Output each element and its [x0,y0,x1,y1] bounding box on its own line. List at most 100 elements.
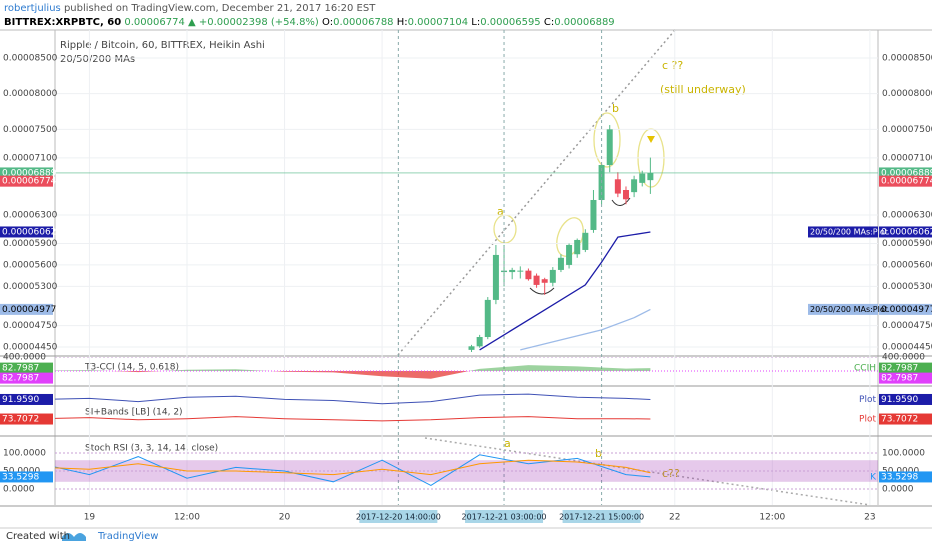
arc [529,287,555,295]
y-tick-label: 0.00008500 [882,53,932,63]
price-tag-label: 82.7987 [881,374,918,384]
chart-subtitle: 20/50/200 MAs [60,54,135,65]
pane [55,57,878,353]
annotation: a [497,205,504,218]
y-tick-label: 0.00006300 [3,210,58,220]
published: published on TradingView.com, December 2… [63,3,376,14]
y-tick-label: 0.00007100 [3,153,58,163]
ohlc-value: 0.00006889 [554,17,615,28]
candle-body [606,129,613,166]
x-tick-label: 23 [864,513,875,523]
moving-average [520,308,651,351]
pane-title: T3-CCI (14, 5, 0.618) [84,363,179,373]
arc [611,197,631,206]
author[interactable]: robertjulius [4,3,61,14]
y-tick-label: 0.00008000 [882,89,932,99]
band [55,460,878,482]
ohlc-key: C: [543,17,555,28]
y-tick-label: 0.00005600 [3,260,58,270]
series-line [55,416,651,422]
trend-line [397,29,676,356]
candle-body [614,179,621,194]
x-tick-label: 12:00 [174,513,200,523]
price-tag-label: 0.00006062 [2,227,56,237]
overlay-label-box [808,226,878,238]
price-tag-label: 0.00006774 [881,177,932,187]
brand-logo [62,533,86,541]
price-tag [879,471,932,483]
pane [55,452,878,490]
price-tag-label: 91.9590 [881,395,918,405]
price-tag [0,175,53,187]
price-tag [879,226,932,238]
area-negative [55,371,651,379]
y-tick-label: 0.00007100 [882,153,932,163]
price-tag-label: 33.5298 [881,472,918,482]
price-tag [0,226,53,238]
price-tag [0,303,53,315]
ohlc-key: L: [471,17,481,28]
price-tag [879,372,932,384]
down-arrow [647,136,655,143]
candle-body [509,269,516,273]
candle-body [492,254,499,300]
price-tag-label: 33.5298 [2,472,39,482]
last-price: 0.00006774 [124,17,185,28]
header: robertjulius published on TradingView.co… [4,2,615,30]
y-tick-label: 0.00004750 [3,321,58,331]
pane [55,357,878,379]
candle-body [549,269,556,283]
brand[interactable]: TradingView [97,531,159,542]
price-tag-label: 82.7987 [881,364,918,374]
price-tag-label: 0.00006889 [881,168,932,178]
moving-average [479,231,651,351]
cursor-label-box [465,510,544,523]
candle-body [517,270,524,272]
annotation: c ?? [662,59,683,72]
price-tag-label: 0.00006062 [881,227,932,237]
overlay-label: 20/50/200 MAs:Plot [810,227,888,236]
candle-body [557,257,564,270]
candle-body [631,179,638,193]
y-tick-label: 0.0000 [882,485,914,495]
annotation: b [595,447,602,460]
pane [55,393,651,422]
price-tag-label: 73.7072 [881,415,918,425]
series-line [55,459,651,476]
price-tag [0,413,53,425]
highlight-ellipse [593,112,621,168]
footer: Created with TradingView [6,531,158,542]
y-tick-label: 400.0000 [3,353,46,363]
price-tag-label: 0.00004977 [2,305,56,315]
cursor-label: 2017-12-20 14:00:00 [356,513,441,522]
pane-title: SI+Bands [LB] (14, 2) [85,408,183,418]
candle-body [582,232,589,250]
price-tag [879,393,932,405]
y-tick-label: 0.00008500 [3,53,58,63]
price-tag [879,175,932,187]
price-tag [0,167,53,179]
candle-body [525,270,532,280]
y-tick-label: 0.00005900 [3,239,58,249]
candle-body [566,244,573,265]
publish-line: robertjulius published on TradingView.co… [4,2,615,16]
price-tag [0,393,53,405]
price-tag-label: 91.9590 [2,395,39,405]
highlight-ellipse [556,217,584,257]
price-tag-label: 82.7987 [2,374,39,384]
overlay-label: 20/50/200 MAs:Plot [810,305,888,314]
x-tick-label: 12:00 [759,513,785,523]
candle-body [476,337,483,347]
ohlc-value: 0.00006788 [333,17,394,28]
chart-title: Ripple / Bitcoin, 60, BITTREX, Heikin As… [60,40,265,51]
area-positive [55,365,651,371]
y-tick-label: 0.0000 [3,485,35,495]
y-tick-label: 0.00007500 [3,125,58,135]
y-tick-label: 100.0000 [3,448,46,458]
candle-body [541,279,548,283]
ohlc-value: 0.00006595 [480,17,541,28]
annotation: c?? [662,467,680,480]
candle-body [639,173,646,183]
